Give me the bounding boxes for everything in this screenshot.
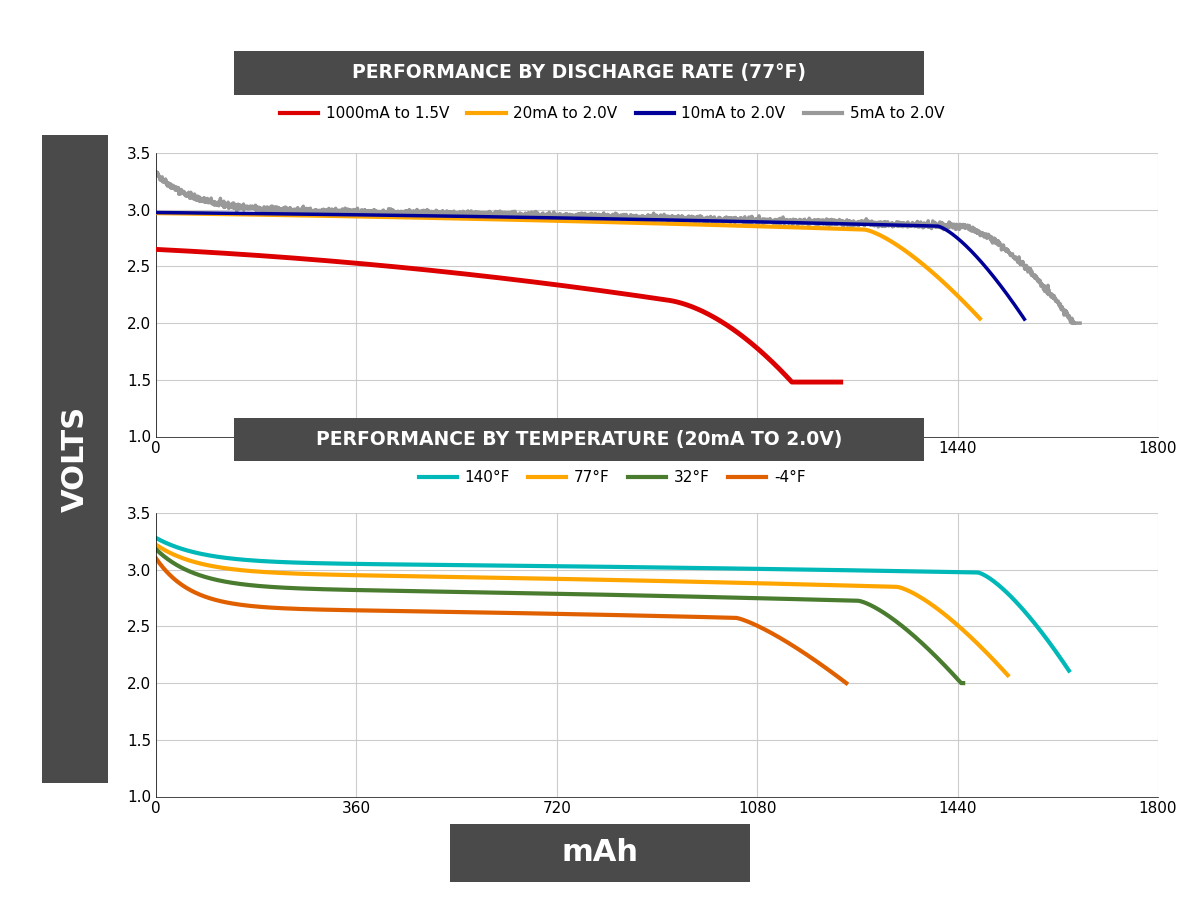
Text: VOLTS: VOLTS <box>60 406 90 512</box>
Legend: 1000mA to 1.5V, 20mA to 2.0V, 10mA to 2.0V, 5mA to 2.0V: 1000mA to 1.5V, 20mA to 2.0V, 10mA to 2.… <box>274 100 950 127</box>
Text: PERFORMANCE BY TEMPERATURE (20mA TO 2.0V): PERFORMANCE BY TEMPERATURE (20mA TO 2.0V… <box>316 429 842 449</box>
Text: PERFORMANCE BY DISCHARGE RATE (77°F): PERFORMANCE BY DISCHARGE RATE (77°F) <box>352 63 806 83</box>
Legend: 140°F, 77°F, 32°F, -4°F: 140°F, 77°F, 32°F, -4°F <box>413 464 811 491</box>
Text: mAh: mAh <box>562 838 638 868</box>
